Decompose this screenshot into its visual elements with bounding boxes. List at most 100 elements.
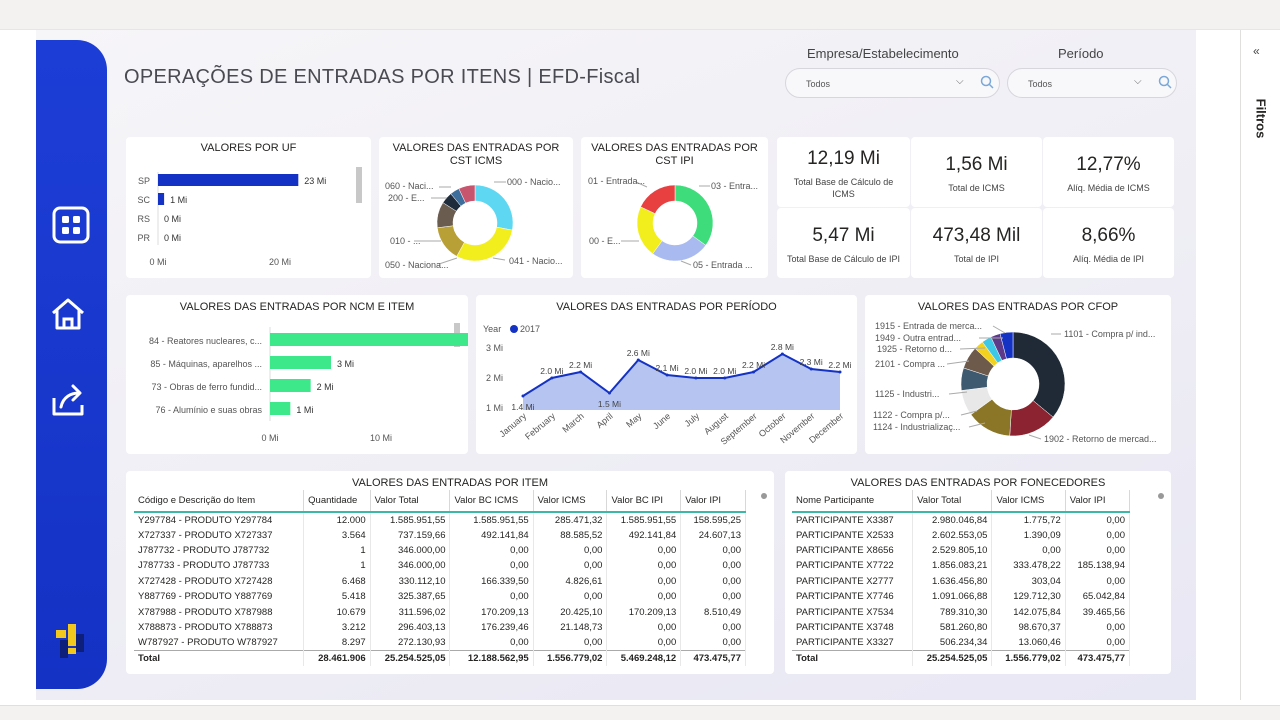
table-row[interactable]: J787733 - PRODUTO J787733 1 346.000,00 0,00…	[134, 558, 746, 574]
table-cell: 170.209,13	[606, 604, 682, 620]
search-icon[interactable]	[1158, 75, 1172, 89]
itens-table-title: VALORES DAS ENTRADAS POR ITEM	[351, 477, 548, 489]
table-row[interactable]: PARTICIPANTE X3748 581.260,80 98.670,37 0,0…	[792, 619, 1131, 636]
table-row[interactable]: X788873 - PRODUTO X788873 3.212 296.403,13…	[134, 619, 746, 636]
cfop-label: 1124 - Industrializaç...	[873, 422, 960, 432]
back-nav-button[interactable]	[49, 380, 89, 420]
table-row[interactable]: X727428 - PRODUTO X727428 6.468 330.112,10…	[134, 573, 746, 589]
chevron-down-icon[interactable]: ⌵	[956, 76, 964, 87]
collapse-pane-icon[interactable]: «	[1253, 44, 1260, 58]
column-header[interactable]: Valor ICMS	[991, 490, 1066, 512]
kpi-label: Alíq. Média de IPI	[1072, 254, 1145, 264]
periodo-ytick: 2 Mi	[486, 373, 503, 383]
table-row[interactable]: J787732 - PRODUTO J787732 1 346.000,00 0,00…	[134, 542, 746, 559]
fornecedores-table-scroll[interactable]	[1158, 493, 1164, 499]
column-header[interactable]: Valor BC IPI	[606, 490, 682, 512]
table-row[interactable]: PARTICIPANTE X7534 789.310,30 142.075,84 39…	[792, 604, 1131, 620]
itens-table-card[interactable]: VALORES DAS ENTRADAS POR ITEM Código e D…	[126, 471, 774, 674]
bar-value-label: 0 Mi	[164, 233, 181, 243]
data-label: 2.2 Mi	[828, 360, 851, 370]
fornecedores-table-card[interactable]: VALORES DAS ENTRADAS POR FONECEDORES Nom…	[785, 471, 1171, 674]
kpi-card: 473,48 Mil Total de IPI	[911, 208, 1042, 278]
column-header[interactable]: Valor Total	[912, 490, 993, 512]
table-cell: 12.000	[303, 512, 371, 528]
bar-category-label: PR	[137, 233, 150, 243]
dashboard-nav-button[interactable]	[51, 205, 91, 245]
cst-icms-donut: 060 - Naci... 200 - E... 010 - ... 050 -…	[385, 177, 563, 270]
table-cell: 65.042,84	[1065, 588, 1131, 605]
kpi-card: 8,66% Alíq. Média de IPI	[1043, 208, 1174, 278]
table-cell: PARTICIPANTE X7722	[792, 558, 914, 574]
fornecedores-table: Nome Participante Valor Total Valor ICMS Va…	[792, 490, 1131, 666]
search-icon[interactable]	[980, 75, 994, 89]
filters-pane-toggle[interactable]: Filtros	[1245, 88, 1277, 148]
periodo-slicer-value: Todos	[1028, 79, 1053, 89]
table-row[interactable]: X727337 - PRODUTO X727337 3.564 737.159,66…	[134, 527, 746, 543]
uf-scrollbar[interactable]	[356, 167, 362, 203]
cfop-label: 2101 - Compra ...	[875, 359, 945, 369]
table-cell: 0,00	[449, 558, 534, 574]
table-cell: 0,00	[449, 542, 534, 559]
data-point	[636, 358, 640, 362]
table-row[interactable]: Y887769 - PRODUTO Y887769 5.418 325.387,65…	[134, 588, 746, 605]
data-point	[550, 376, 554, 380]
chevron-down-icon[interactable]: ⌵	[1134, 76, 1142, 87]
table-cell: 1	[303, 558, 371, 574]
table-cell: 8.510,49	[680, 604, 746, 620]
window-bottom-strip	[0, 705, 1280, 720]
empresa-slicer-label: Empresa/Estabelecimento	[807, 46, 959, 61]
table-cell: 0,00	[680, 635, 746, 651]
table-cell: PARTICIPANTE X2533	[792, 527, 914, 543]
table-row[interactable]: W787927 - PRODUTO W787927 8.297 272.130,93…	[134, 635, 746, 651]
table-cell: 158.595,25	[680, 512, 746, 528]
periodo-chart-card[interactable]: VALORES DAS ENTRADAS POR PERÍODO Year 20…	[476, 295, 857, 454]
page-title: OPERAÇÕES DE ENTRADAS POR ITENS | EFD-Fi…	[124, 66, 641, 88]
column-header[interactable]: Valor IPI	[1065, 490, 1131, 512]
table-row[interactable]: Y297784 - PRODUTO Y297784 12.000 1.585.951…	[134, 512, 746, 528]
column-header[interactable]: Valor BC ICMS	[449, 490, 534, 512]
periodo-slicer[interactable]: Todos ⌵	[1007, 68, 1177, 98]
column-header[interactable]: Quantidade	[303, 490, 371, 512]
cfop-label: 1949 - Outra entrad...	[875, 333, 961, 343]
data-label: 2.3 Mi	[800, 357, 823, 367]
data-label: 1.4 Mi	[511, 402, 534, 412]
filters-pane[interactable]: « Filtros	[1240, 30, 1280, 700]
bar	[158, 193, 165, 205]
table-row[interactable]: PARTICIPANTE X3327 506.234,34 13.060,46 0,0…	[792, 635, 1131, 651]
table-row[interactable]: PARTICIPANTE X2533 2.602.553,05 1.390,09 0,…	[792, 527, 1131, 543]
column-header[interactable]: Valor ICMS	[533, 490, 608, 512]
cst-icms-label: 060 - Naci...	[385, 181, 434, 191]
data-label: 2.0 Mi	[540, 366, 563, 376]
column-header[interactable]: Valor Total	[370, 490, 451, 512]
column-header[interactable]: Nome Participante	[792, 490, 914, 512]
bar-value-label: 1 Mi	[296, 405, 313, 415]
cst-ipi-card[interactable]: VALORES DAS ENTRADAS POR CST IPI 01 - En…	[581, 137, 768, 278]
cfop-chart-card[interactable]: VALORES DAS ENTRADAS POR CFOP 1915 - Ent…	[865, 295, 1171, 454]
uf-bar-chart: SP 23 Mi SC 1 Mi RS 0 Mi PR 0 Mi 0 Mi 20 Mi	[137, 167, 362, 267]
bar	[158, 174, 299, 186]
table-cell: 296.403,13	[370, 619, 451, 636]
table-row[interactable]: PARTICIPANTE X7722 1.856.083,21 333.478,22…	[792, 558, 1131, 574]
table-cell: 4.826,61	[533, 573, 608, 589]
cst-icms-card[interactable]: VALORES DAS ENTRADAS POR CST ICMS 060 - …	[379, 137, 573, 278]
data-label: 2.6 Mi	[627, 348, 650, 358]
ncm-chart-card[interactable]: VALORES DAS ENTRADAS POR NCM E ITEM 84 -…	[126, 295, 468, 454]
table-row[interactable]: X787988 - PRODUTO X787988 10.679 311.596,0…	[134, 604, 746, 620]
uf-chart-card[interactable]: VALORES POR UF SP 23 Mi SC 1 Mi RS 0 Mi PR 0 Mi…	[126, 137, 371, 278]
table-cell: 142.075,84	[991, 604, 1066, 620]
home-nav-button[interactable]	[48, 294, 88, 334]
data-label: 2.1 Mi	[656, 363, 679, 373]
cfop-label: 1122 - Compra p/...	[873, 410, 950, 420]
table-cell: 0,00	[533, 588, 608, 605]
table-cell: 0,00	[680, 542, 746, 559]
column-header[interactable]: Valor IPI	[680, 490, 746, 512]
table-row[interactable]: PARTICIPANTE X7746 1.091.066,88 129.712,30…	[792, 588, 1131, 605]
table-row[interactable]: PARTICIPANTE X2777 1.636.456,80 303,04 0,00	[792, 573, 1131, 589]
table-cell: W787927 - PRODUTO W787927	[134, 635, 305, 651]
table-row[interactable]: PARTICIPANTE X8656 2.529.805,10 0,00 0,00	[792, 542, 1131, 559]
kpi-value: 1,56 Mi	[945, 154, 1008, 175]
itens-table-scroll[interactable]	[761, 493, 767, 499]
column-header[interactable]: Código e Descrição do Item	[134, 490, 305, 512]
empresa-slicer[interactable]: Todos ⌵	[785, 68, 1000, 98]
table-row[interactable]: PARTICIPANTE X3387 2.980.046,84 1.775,72 0,…	[792, 512, 1131, 528]
